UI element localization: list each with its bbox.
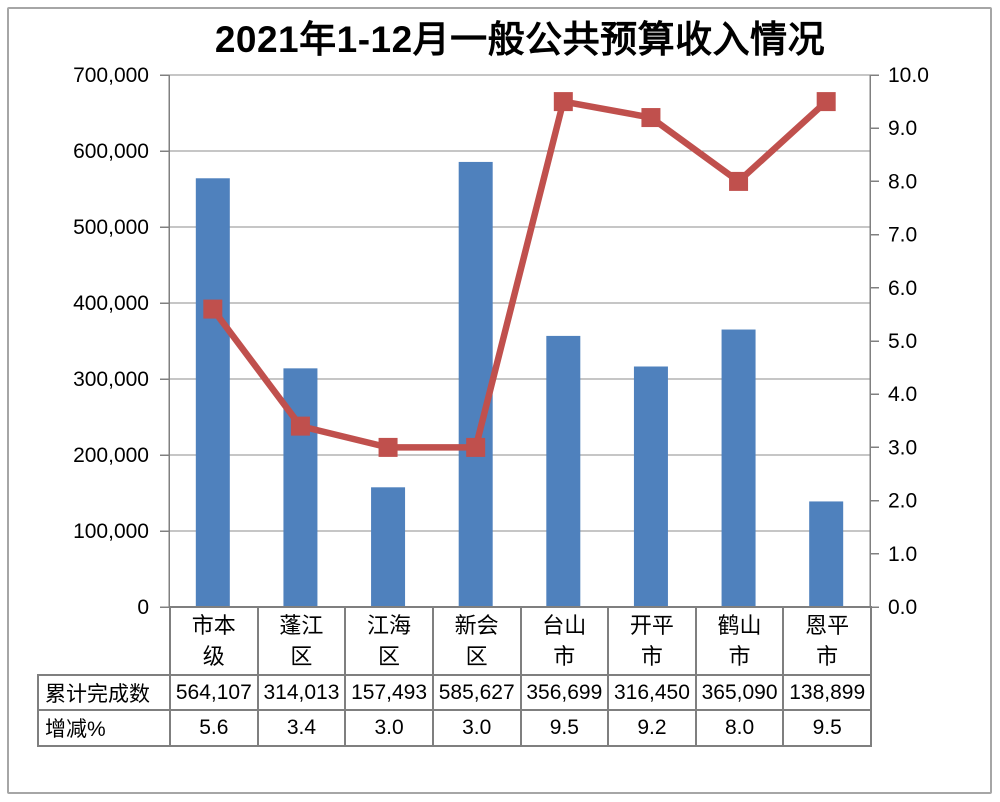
category-cell-江海区: 江海 区 xyxy=(344,606,434,676)
value-cell: 157,493 xyxy=(344,674,434,711)
line-marker-开平市 xyxy=(641,108,661,128)
right-axis-tick-label: 10.0 xyxy=(888,64,929,87)
left-axis-tick-label: 100,000 xyxy=(73,520,149,543)
value-cell: 3.0 xyxy=(431,709,522,747)
right-axis-tick-label: 0.0 xyxy=(888,596,917,619)
value-cell: 316,450 xyxy=(607,674,697,711)
bar-开平市 xyxy=(633,366,668,607)
left-axis-tick-label: 0 xyxy=(137,596,149,619)
value-cell: 8.0 xyxy=(694,709,785,747)
bar-蓬江区 xyxy=(283,368,318,607)
category-cell-鹤山市: 鹤山 市 xyxy=(694,606,785,676)
right-axis-tick-label: 8.0 xyxy=(888,170,917,193)
chart-title: 2021年1-12月一般公共预算收入情况 xyxy=(214,19,826,60)
bar-新会区 xyxy=(458,161,493,608)
bar-市本级 xyxy=(195,178,230,607)
line-marker-新会区 xyxy=(466,437,486,457)
bar-江海区 xyxy=(371,487,406,607)
right-axis-tick-label: 3.0 xyxy=(888,436,917,459)
left-axis-tick-label: 600,000 xyxy=(73,140,149,163)
value-cell: 314,013 xyxy=(256,674,347,711)
category-cell-台山市: 台山 市 xyxy=(519,606,610,676)
line-marker-蓬江区 xyxy=(290,416,310,436)
right-axis-tick-label: 5.0 xyxy=(888,330,917,353)
right-axis-tick-label: 1.0 xyxy=(888,543,917,566)
value-cell: 585,627 xyxy=(431,674,522,711)
value-cell: 365,090 xyxy=(694,674,785,711)
value-cell: 564,107 xyxy=(169,674,259,711)
left-axis-tick-label: 300,000 xyxy=(73,368,149,391)
category-cell-开平市: 开平 市 xyxy=(607,606,697,676)
right-axis-tick-label: 2.0 xyxy=(888,490,917,513)
line-marker-台山市 xyxy=(553,92,573,112)
bar-鹤山市 xyxy=(721,329,756,607)
bar-台山市 xyxy=(546,335,581,607)
value-cell: 3.0 xyxy=(344,709,434,747)
right-axis-tick-label: 6.0 xyxy=(888,277,917,300)
category-cell-恩平市: 恩平 市 xyxy=(782,606,872,676)
bar-恩平市 xyxy=(809,501,844,607)
line-marker-鹤山市 xyxy=(729,171,749,191)
value-cell: 9.5 xyxy=(519,709,610,747)
right-axis-tick-label: 7.0 xyxy=(888,224,917,247)
growth-line xyxy=(209,98,830,451)
table-corner-cell xyxy=(38,607,170,675)
category-cell-新会区: 新会 区 xyxy=(431,606,522,676)
line-marker-江海区 xyxy=(378,437,398,457)
category-cell-蓬江区: 蓬江 区 xyxy=(256,606,347,676)
row-label: 累计完成数 xyxy=(37,674,171,711)
right-axis-tick-label: 9.0 xyxy=(888,117,917,140)
value-cell: 356,699 xyxy=(519,674,610,711)
value-cell: 5.6 xyxy=(169,709,259,747)
left-axis-tick-label: 400,000 xyxy=(73,292,149,315)
line-marker-恩平市 xyxy=(816,92,836,112)
left-axis-tick-label: 700,000 xyxy=(73,64,149,87)
left-axis-tick-label: 500,000 xyxy=(73,216,149,239)
value-cell: 9.2 xyxy=(607,709,697,747)
category-cell-市本级: 市本 级 xyxy=(169,606,259,676)
value-cell: 9.5 xyxy=(782,709,872,747)
row-label: 增减% xyxy=(37,709,171,747)
value-cell: 3.4 xyxy=(256,709,347,747)
value-cell: 138,899 xyxy=(782,674,872,711)
right-axis-tick-label: 4.0 xyxy=(888,383,917,406)
left-axis-tick-label: 200,000 xyxy=(73,444,149,467)
chart-data-table: 市本 级蓬江 区江海 区新会 区台山 市开平 市鹤山 市恩平 市累计完成数 564… xyxy=(37,606,872,747)
line-marker-市本级 xyxy=(203,299,223,319)
